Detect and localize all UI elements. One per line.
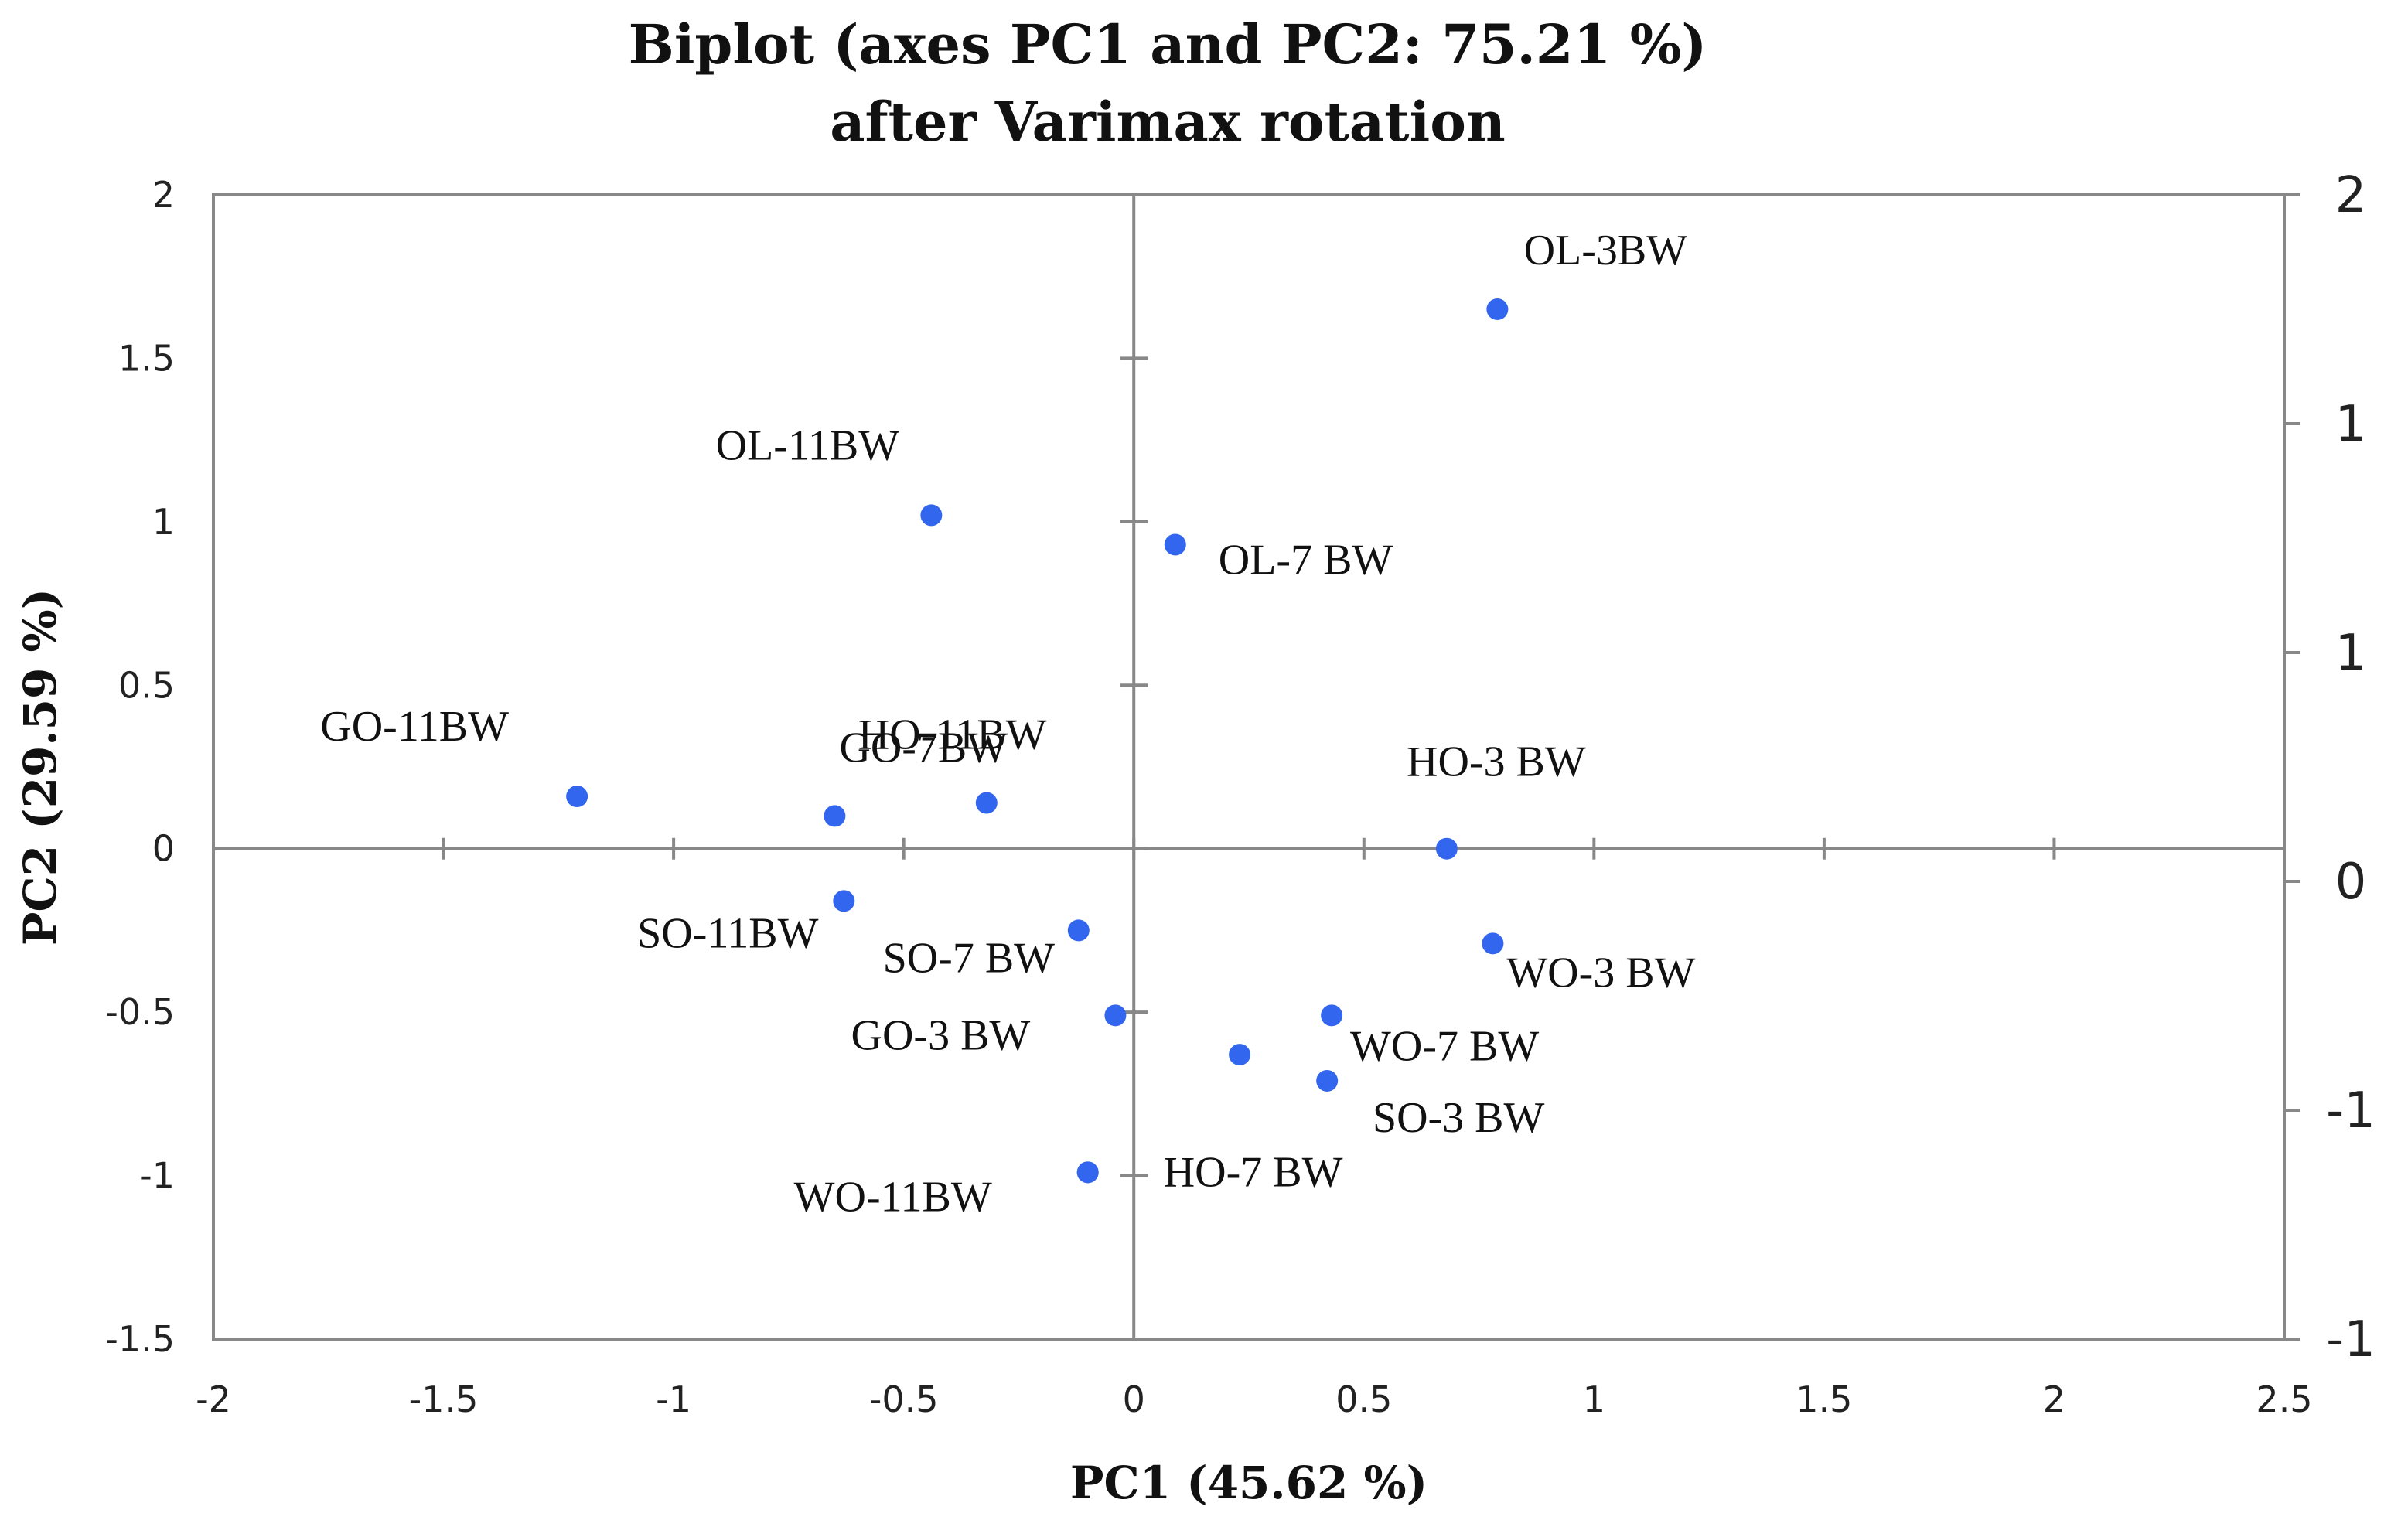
data-point-label: WO-3 BW [1506,949,1695,997]
data-point-label: SO-3 BW [1373,1094,1545,1142]
secondary-y-tick-label: 0 [2335,854,2367,911]
chart-title: Biplot (axes PC1 and PC2: 75.21 %) [629,12,1707,77]
data-point-label: GO-3 BW [851,1011,1031,1059]
y-axis-tick-label: -1 [139,1155,175,1197]
point-labels: OL-3BW OL-11BW OL-7 BW GO-11BW GO-7BWHO-11BW… [320,227,1695,1221]
data-point-label: WO-11BW [794,1173,992,1221]
data-point-label: OL-11BW [716,421,900,469]
x-axis-tick-label: 2.5 [2256,1379,2312,1420]
x-axis-tick-label: 2 [2043,1379,2065,1420]
y-axis-tick-label: -0.5 [105,991,175,1033]
data-point-marker [833,890,855,912]
data-point-label: HO-3 BW [1407,738,1586,786]
x-axis-tick-label: 0 [1123,1379,1145,1420]
y-axis-tick-label: 0.5 [118,664,175,706]
data-point-label: HO-11BW [858,711,1047,759]
chart-subtitle: after Varimax rotation [830,90,1506,154]
y-axis-tick-label: 1.5 [118,337,175,379]
x-axis-tick-label: -0.5 [869,1379,939,1420]
data-point-marker [1435,837,1458,860]
data-point-marker [920,504,943,527]
data-point-marker [1482,932,1504,955]
y-axis-tick-label: 0 [152,828,175,870]
data-point-label: OL-7 BW [1219,536,1393,584]
x-axis-tick-label: 1.5 [1796,1379,1852,1420]
data-point-label: SO-11BW [637,909,819,957]
y-axis-tick-label: -1.5 [105,1318,175,1360]
x-axis-tick-label: 0.5 [1335,1379,1392,1420]
data-point-marker [1067,919,1090,942]
secondary-y-tick-label: 2 [2335,167,2367,224]
x-axis-tick-label: -2 [196,1379,231,1420]
secondary-y-tick-label: 1 [2335,396,2367,453]
data-point-label: GO-11BW [320,703,509,751]
data-point-label: WO-7 BW [1350,1022,1539,1070]
data-point-marker [1104,1004,1127,1027]
data-points [566,298,1509,1184]
data-point-marker [1164,533,1186,556]
y-axis-tick-label: 1 [152,501,175,543]
data-point-marker [1229,1044,1251,1066]
x-axis-title: PC1 (45.62 %) [1070,1457,1427,1509]
x-axis-ticks: -2 -1.5 -1 -0.5 0 0.5 1 1.5 2 2.5 [196,837,2313,1420]
plot-area-frame [212,193,2286,1341]
secondary-y-tick-label: -1 [2326,1311,2376,1368]
data-point-label: GO-7BW [839,724,1008,772]
secondary-y-tick-label: -1 [2326,1082,2376,1140]
data-point-label: OL-3BW [1524,227,1688,274]
data-point-marker [1321,1004,1343,1027]
x-axis-tick-label: -1 [656,1379,691,1420]
secondary-y-axis-ticks: -1 -1 0 1 1 2 [2284,167,2376,1368]
data-point-marker [975,792,998,814]
secondary-y-tick-label: 1 [2335,625,2367,682]
zero-axes [213,195,2284,1339]
x-axis-tick-label: 1 [1583,1379,1605,1420]
y-axis-title: PC2 (29.59 %) [14,588,67,946]
y-axis-ticks: -1.5 -1 -0.5 0 0.5 1 1.5 2 [105,174,1148,1360]
y-axis-tick-label: 2 [152,174,175,216]
data-point-marker [1316,1069,1339,1092]
data-point-marker [566,786,588,808]
data-point-label: HO-7 BW [1164,1148,1343,1196]
data-point-marker [824,805,846,827]
x-axis-tick-label: -1.5 [409,1379,479,1420]
data-point-marker [1076,1161,1099,1184]
data-point-label: SO-7 BW [883,934,1056,982]
data-point-marker [1486,298,1509,320]
